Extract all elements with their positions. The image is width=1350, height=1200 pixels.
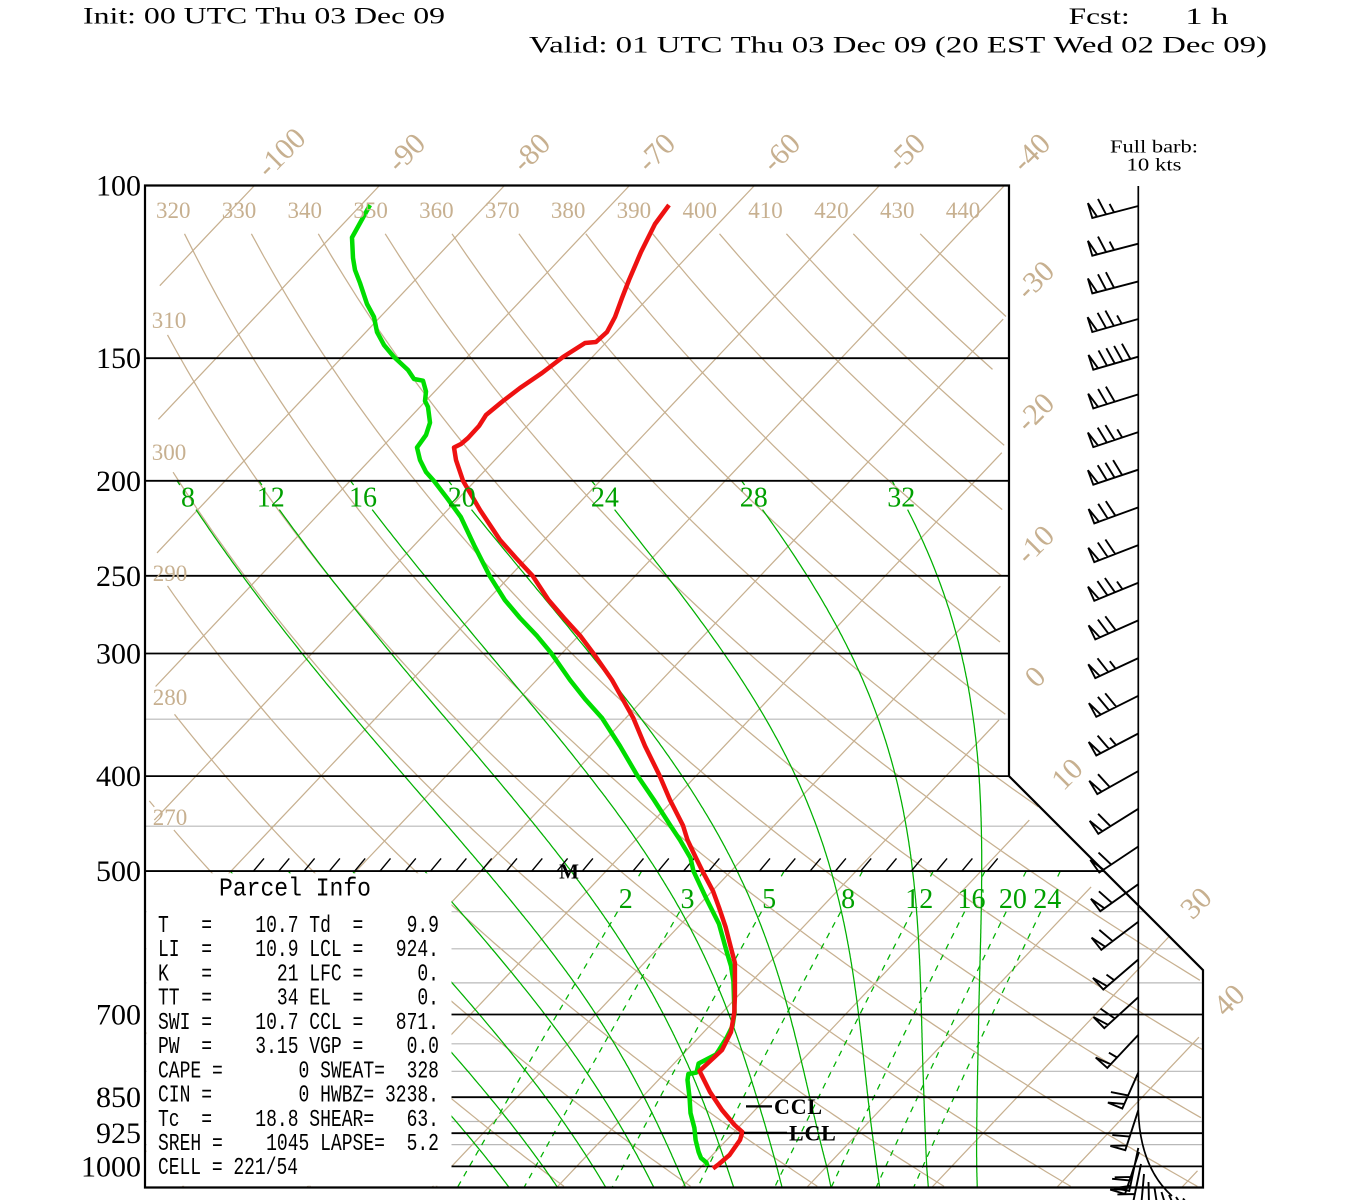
svg-text:850: 850: [96, 1081, 141, 1114]
svg-text:5: 5: [762, 884, 776, 915]
svg-text:M: M: [559, 860, 579, 884]
svg-text:270: 270: [153, 805, 188, 830]
svg-text:8: 8: [841, 884, 855, 915]
svg-text:12: 12: [905, 884, 933, 915]
svg-text:20: 20: [999, 884, 1027, 915]
svg-text:290: 290: [153, 561, 188, 586]
svg-text:340: 340: [288, 198, 323, 223]
svg-text:320: 320: [156, 198, 191, 223]
svg-text:440: 440: [946, 198, 981, 223]
svg-text:410: 410: [748, 198, 783, 223]
svg-text:310: 310: [152, 308, 187, 333]
svg-text:16: 16: [958, 884, 986, 915]
svg-text:250: 250: [96, 560, 141, 593]
svg-text:16: 16: [349, 483, 377, 514]
svg-text:SWI = 10.7 CCL = 871.: SWI = 10.7 CCL = 871.: [158, 1010, 439, 1037]
svg-text:10 kts: 10 kts: [1127, 155, 1182, 175]
svg-text:300: 300: [152, 440, 187, 465]
svg-text:28: 28: [740, 483, 768, 514]
svg-text:300: 300: [96, 638, 141, 671]
svg-text:330: 330: [222, 198, 257, 223]
svg-text:380: 380: [551, 198, 586, 223]
svg-text:3: 3: [681, 884, 695, 915]
svg-text:280: 280: [153, 685, 188, 710]
svg-text:1000: 1000: [81, 1150, 141, 1183]
svg-text:200: 200: [96, 465, 141, 498]
svg-text:LCL: LCL: [789, 1121, 837, 1146]
svg-text:925: 925: [96, 1117, 141, 1150]
svg-text:Full barb:: Full barb:: [1110, 137, 1198, 157]
svg-text:430: 430: [880, 198, 915, 223]
svg-text:CCL: CCL: [774, 1094, 823, 1119]
svg-text:420: 420: [814, 198, 849, 223]
svg-text:SREH = 1045 LAPSE= 5.2: SREH = 1045 LAPSE= 5.2: [158, 1131, 439, 1158]
svg-text:12: 12: [257, 483, 285, 514]
svg-text:390: 390: [617, 198, 652, 223]
svg-text:Tc = 18.8 SHEAR= 63.: Tc = 18.8 SHEAR= 63.: [158, 1107, 439, 1134]
svg-text:CAPE = 0 SWEAT= 328: CAPE = 0 SWEAT= 328: [158, 1058, 439, 1085]
svg-text:150: 150: [96, 342, 141, 375]
svg-text:24: 24: [1033, 884, 1061, 915]
svg-text:CELL = 221/54: CELL = 221/54: [158, 1155, 298, 1182]
svg-text:500: 500: [96, 855, 141, 888]
svg-text:Init: 00 UTC Thu 03 Dec 09: Init: 00 UTC Thu 03 Dec 09: [83, 4, 445, 29]
svg-text:CIN = 0 HWBZ= 3238.: CIN = 0 HWBZ= 3238.: [158, 1083, 439, 1110]
svg-text:LI = 10.9 LCL = 924.: LI = 10.9 LCL = 924.: [158, 937, 439, 964]
svg-text:350: 350: [353, 198, 388, 223]
svg-text:400: 400: [96, 760, 141, 793]
svg-text:T = 10.7 Td = 9.9: T = 10.7 Td = 9.9: [158, 913, 439, 940]
svg-text:8: 8: [181, 483, 195, 514]
svg-text:Fcst:: Fcst:: [1069, 4, 1130, 29]
svg-text:20: 20: [448, 483, 476, 514]
svg-text:370: 370: [485, 198, 520, 223]
svg-text:400: 400: [682, 198, 717, 223]
svg-text:24: 24: [591, 483, 619, 514]
svg-text:2: 2: [619, 884, 633, 915]
svg-text:32: 32: [887, 483, 915, 514]
svg-text:1 h: 1 h: [1185, 4, 1229, 29]
svg-text:Parcel Info: Parcel Info: [219, 874, 371, 904]
svg-text:700: 700: [96, 999, 141, 1032]
svg-text:K = 21 LFC = 0.: K = 21 LFC = 0.: [158, 961, 439, 988]
svg-text:Valid: 01 UTC Thu 03 Dec 09 (2: Valid: 01 UTC Thu 03 Dec 09 (20 EST Wed …: [529, 33, 1267, 58]
svg-text:PW = 3.15 VGP = 0.0: PW = 3.15 VGP = 0.0: [158, 1034, 439, 1061]
svg-text:100: 100: [96, 170, 141, 203]
svg-text:360: 360: [419, 198, 454, 223]
svg-text:TT = 34 EL = 0.: TT = 34 EL = 0.: [158, 986, 439, 1013]
